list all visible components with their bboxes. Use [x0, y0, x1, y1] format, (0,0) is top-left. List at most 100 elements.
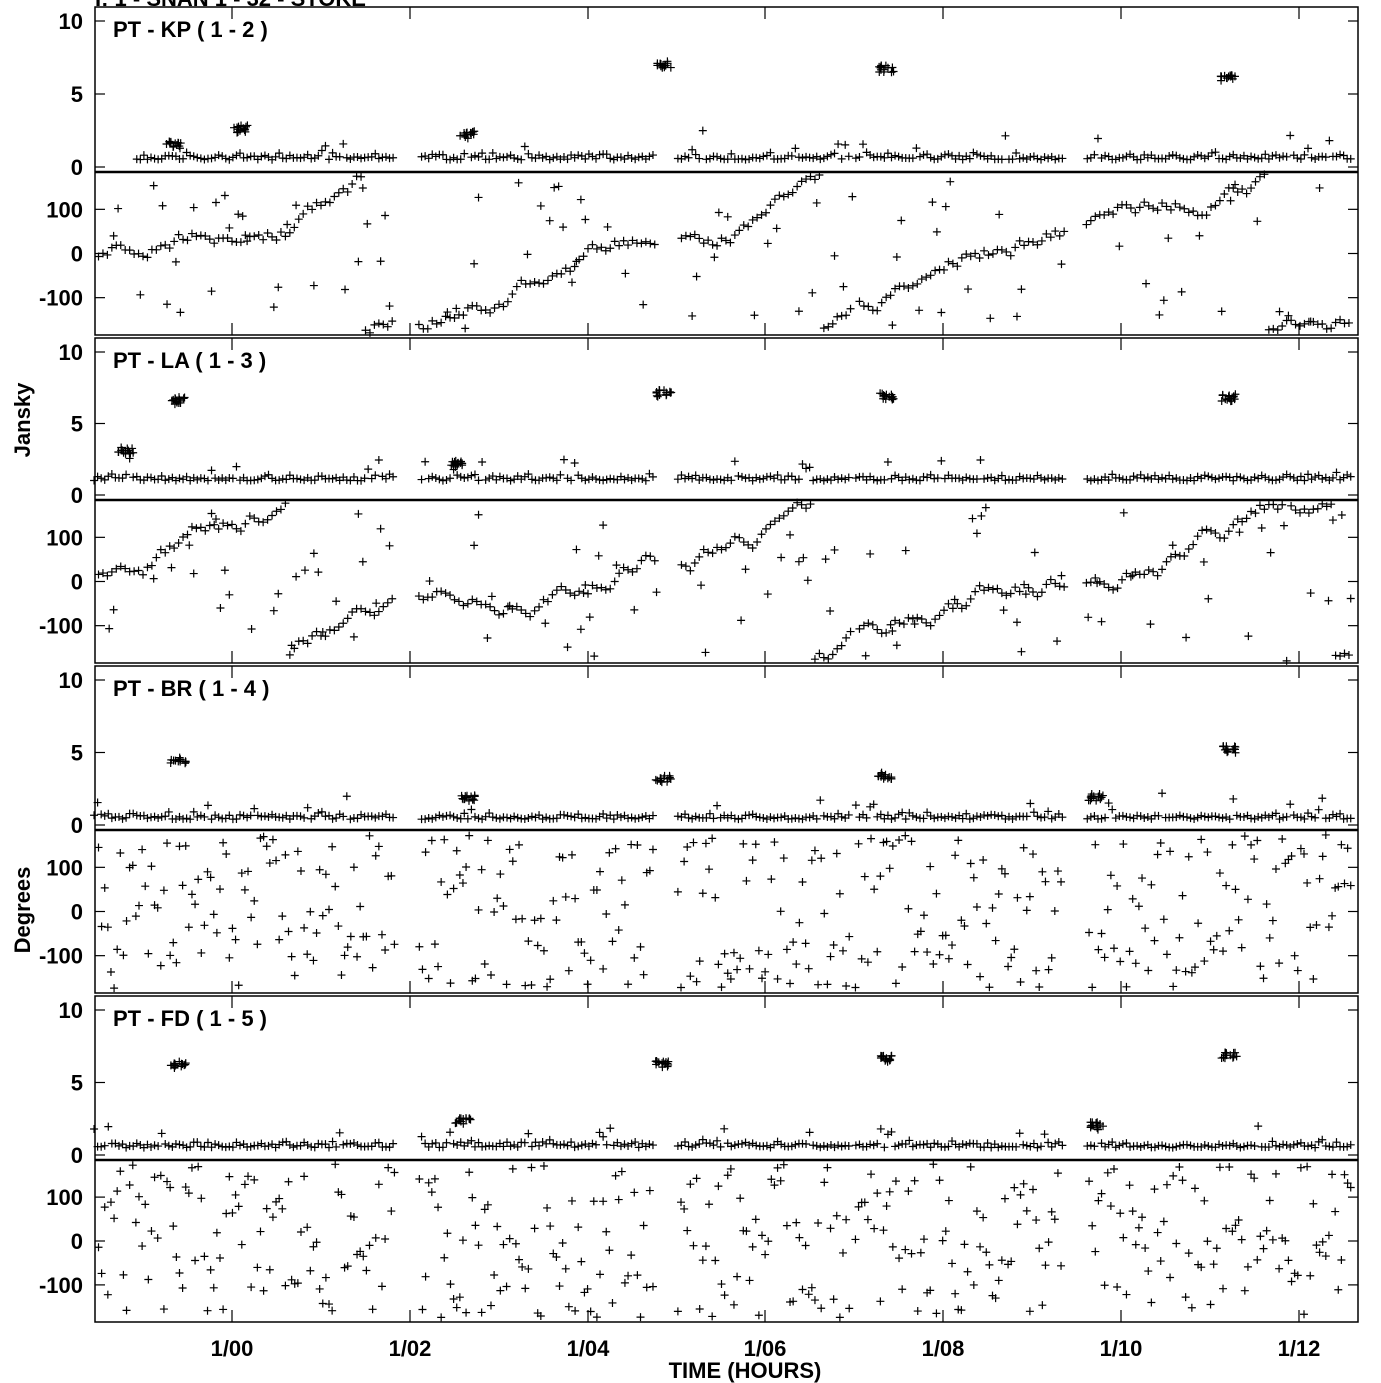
data-point: [143, 155, 152, 164]
data-point: [285, 650, 294, 659]
data-point: [97, 810, 106, 819]
data-point: [1315, 874, 1324, 883]
data-point: [737, 1139, 746, 1148]
data-point: [628, 567, 637, 576]
data-point: [1181, 1293, 1190, 1302]
amp-tick-label: 0: [71, 813, 83, 838]
data-point: [908, 281, 917, 290]
data-point: [174, 539, 183, 548]
data-point: [219, 1305, 228, 1314]
data-point: [794, 475, 803, 484]
data-point: [602, 910, 611, 919]
data-point: [1058, 813, 1067, 822]
data-point: [371, 813, 380, 822]
data-point: [580, 949, 589, 958]
data-point: [257, 474, 266, 483]
data-point: [521, 609, 530, 618]
data-point: [641, 237, 650, 246]
data-point: [236, 238, 245, 247]
data-point: [365, 608, 374, 617]
data-point: [389, 153, 398, 162]
data-point: [646, 239, 655, 248]
data-point: [193, 153, 202, 162]
data-point: [179, 154, 188, 163]
data-point: [805, 813, 814, 822]
data-point: [932, 1309, 941, 1318]
data-point: [107, 814, 116, 823]
data-point: [948, 941, 957, 950]
data-point: [296, 154, 305, 163]
data-point: [620, 1278, 629, 1287]
data-point: [114, 1141, 123, 1150]
data-point: [343, 1262, 352, 1271]
data-point: [944, 954, 953, 963]
data-point: [1303, 878, 1312, 887]
data-point: [791, 475, 800, 484]
data-point: [690, 230, 699, 239]
data-point: [545, 216, 554, 225]
data-point: [595, 1128, 604, 1137]
data-point: [415, 1174, 424, 1183]
data-point: [1331, 318, 1340, 327]
data-point: [463, 814, 472, 823]
data-point: [762, 815, 771, 824]
data-point: [381, 1234, 390, 1243]
data-point: [923, 948, 932, 957]
data-point: [312, 929, 321, 938]
data-point: [203, 476, 212, 485]
data-point: [539, 946, 548, 955]
data-point: [1269, 324, 1278, 333]
data-point: [1243, 895, 1252, 904]
data-point: [138, 845, 147, 854]
data-point: [554, 182, 563, 191]
data-point: [677, 471, 686, 480]
data-point: [1122, 1290, 1131, 1299]
data-point: [841, 140, 850, 149]
data-point: [446, 1128, 455, 1137]
data-point: [820, 1178, 829, 1187]
data-point: [982, 1248, 991, 1257]
data-point: [842, 311, 851, 320]
data-points: [94, 57, 1355, 337]
data-point: [882, 1054, 891, 1063]
data-point: [667, 388, 676, 397]
data-point: [94, 252, 103, 261]
data-point: [737, 472, 746, 481]
data-point: [1284, 311, 1293, 320]
data-point: [1037, 473, 1046, 482]
data-point: [919, 814, 928, 823]
data-point: [636, 1313, 645, 1322]
data-point: [236, 1141, 245, 1150]
data-point: [289, 1143, 298, 1152]
data-point: [1106, 871, 1115, 880]
data-point: [594, 551, 603, 560]
data-point: [1175, 203, 1184, 212]
data-point: [717, 983, 726, 992]
data-point: [963, 1267, 972, 1276]
data-point: [787, 151, 796, 160]
data-point: [748, 215, 757, 224]
data-point: [815, 649, 824, 658]
data-point: [997, 471, 1006, 480]
data-point: [770, 814, 779, 823]
data-point: [1211, 201, 1220, 210]
data-point: [563, 1141, 572, 1150]
y-title-degrees: Degrees: [10, 867, 35, 954]
data-point: [812, 198, 821, 207]
data-point: [602, 1140, 611, 1149]
data-point: [701, 1242, 710, 1251]
data-point: [1240, 1286, 1249, 1295]
data-point: [317, 807, 326, 816]
data-point: [1175, 1141, 1184, 1150]
data-point: [608, 1298, 617, 1307]
data-point: [1015, 587, 1024, 596]
data-point: [1037, 1142, 1046, 1151]
data-point: [1033, 812, 1042, 821]
data-point: [734, 472, 743, 481]
data-point: [1311, 1143, 1320, 1152]
data-point: [563, 474, 572, 483]
data-point: [1224, 392, 1233, 401]
data-point: [1111, 155, 1120, 164]
data-point: [898, 808, 907, 817]
data-point: [819, 811, 828, 820]
